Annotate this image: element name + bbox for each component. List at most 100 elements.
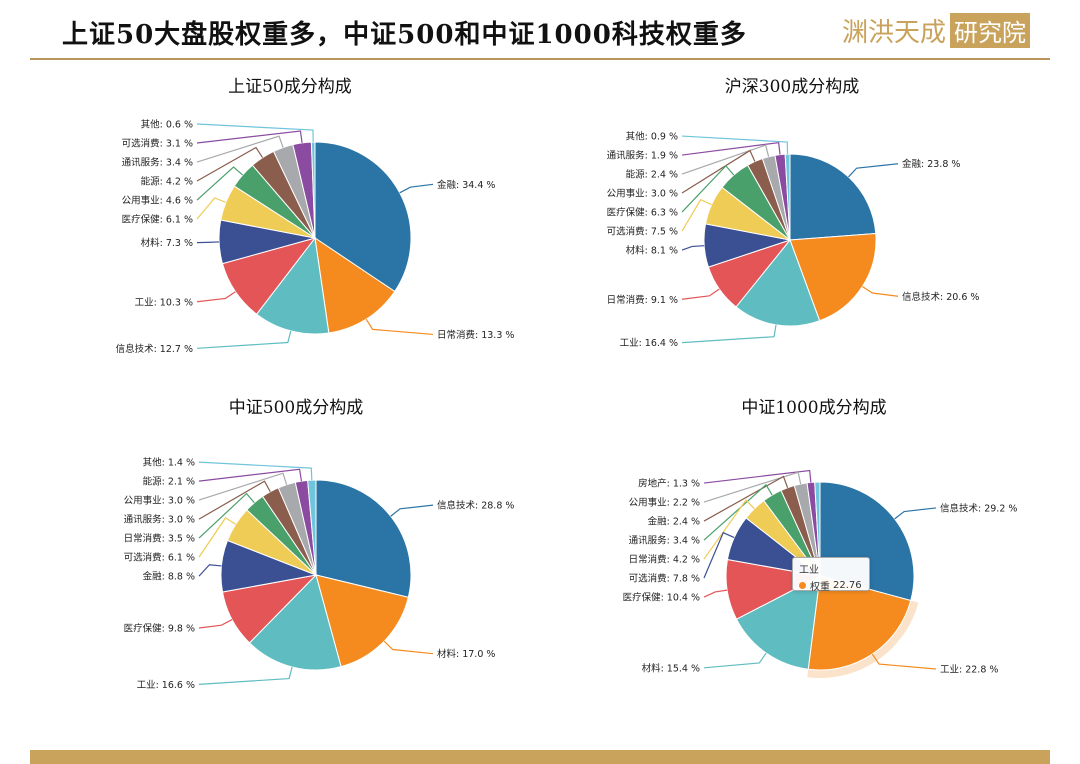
header-divider	[30, 58, 1050, 60]
pie-zz500: 信息技术: 28.8 % 材料: 17.0 % 其他: 1.4 % 能源: 2.1 %…	[124, 457, 515, 691]
pie-zz500-label-10: 其他: 1.4 %	[143, 457, 195, 469]
pie-zz500-leader-1	[383, 640, 434, 655]
pie-hs300-label-9: 通讯服务: 1.9 %	[607, 150, 678, 162]
pie-sz50-leader-10	[196, 123, 314, 143]
pie-hs300-label-2: 工业: 16.4 %	[620, 338, 678, 349]
pie-sz50-label-2: 信息技术: 12.7 %	[116, 343, 193, 355]
pie-hs300-leader-3	[681, 288, 720, 300]
brand-text: 渊洪天成	[841, 18, 946, 48]
pie-sz50-leader-6	[196, 166, 243, 201]
pie-hs300-slice-1[interactable]	[789, 232, 877, 322]
pie-hs300-label-4: 材料: 8.1 %	[626, 245, 678, 257]
pie-sz50-slice-2[interactable]	[255, 236, 330, 335]
pie-sz50-label-3: 工业: 10.3 %	[135, 297, 193, 308]
pie-sz50-leader-7	[196, 146, 264, 182]
pie-zz1000-label-0: 信息技术: 29.2 %	[940, 502, 1017, 514]
pie-hs300-leader-0	[848, 163, 899, 178]
pie-zz1000-leader-7	[703, 475, 789, 522]
pie-zz500-leader-6	[198, 492, 255, 539]
pie-zz1000-leader-2	[703, 652, 767, 669]
pie-zz500-label-7: 通讯服务: 3.0 %	[124, 514, 195, 526]
footer-bar	[30, 750, 1050, 764]
pie-zz500-label-8: 公用事业: 3.0 %	[124, 495, 195, 507]
pie-hs300-leader-10	[681, 135, 789, 155]
pie-zz1000-leader-1	[871, 653, 937, 670]
pie-sz50-label-8: 通讯服务: 3.4 %	[122, 157, 193, 169]
pie-hs300-label-7: 公用事业: 3.0 %	[607, 188, 678, 200]
pie-zz500-slice-1[interactable]	[315, 574, 409, 668]
pie-hs300-leader-8	[681, 144, 770, 175]
pie-zz1000-label-8: 公用事业: 2.2 %	[629, 497, 700, 509]
pie-zz500-leader-9	[198, 468, 303, 482]
pie-zz500-leader-5	[198, 517, 237, 558]
pie-hs300-leader-9	[681, 141, 781, 156]
pie-zz1000-label-9: 房地产: 1.3 %	[638, 478, 700, 490]
pie-hs300-label-10: 其他: 0.9 %	[626, 131, 678, 143]
pie-zz1000-label-3: 医疗保健: 10.4 %	[623, 592, 700, 604]
tooltip-series-label: 权重	[810, 582, 830, 593]
pie-sz50-slice-1[interactable]	[314, 236, 396, 334]
pie-zz1000-label-6: 通讯服务: 3.4 %	[629, 535, 700, 547]
pie-sz50-leader-0	[399, 183, 434, 194]
pie-hs300-slice-2[interactable]	[735, 238, 821, 327]
chart-title-zz500: 中证500成分构成	[228, 398, 364, 418]
pie-sz50-leader-8	[196, 135, 284, 163]
pie-hs300-label-6: 医疗保健: 6.3 %	[607, 207, 678, 219]
pie-sz50-leader-9	[196, 130, 303, 144]
chart-tooltip: 工业 权重 22.76	[792, 557, 870, 593]
pie-sz50-label-6: 公用事业: 4.6 %	[122, 195, 193, 207]
pie-sz50-leader-5	[196, 197, 227, 220]
pie-zz500-slice-2[interactable]	[248, 574, 342, 671]
pie-zz500-label-1: 材料: 17.0 %	[437, 648, 495, 660]
pie-hs300-leader-2	[681, 324, 777, 344]
pie-zz500-label-4: 金融: 8.8 %	[143, 571, 195, 583]
pie-zz500-leader-4	[198, 564, 222, 577]
pie-zz500-label-5: 可选消费: 6.1 %	[124, 552, 195, 564]
pie-zz500-slice-0[interactable]	[315, 479, 412, 598]
chart-title-hs300: 沪深300成分构成	[724, 77, 860, 97]
page-title: 上证50大盘股权重多，中证500和中证1000科技权重多	[62, 20, 747, 50]
pie-zz500-label-0: 信息技术: 28.8 %	[437, 500, 514, 512]
pie-zz1000-label-7: 金融: 2.4 %	[648, 516, 700, 528]
brand-box: 研究院	[950, 13, 1030, 48]
pie-zz1000-label-1: 工业: 22.8 %	[940, 665, 998, 676]
pie-sz50-leader-1	[365, 318, 434, 336]
pie-hs300-leader-7	[681, 149, 756, 194]
pie-zz500-label-2: 工业: 16.6 %	[137, 680, 195, 691]
pie-zz500-label-6: 日常消费: 3.5 %	[124, 533, 195, 545]
pie-zz1000-slice-10[interactable]	[814, 481, 821, 577]
tooltip-value: 22.76	[833, 580, 862, 591]
pie-hs300-leader-4	[681, 245, 705, 251]
pie-zz500-leader-2	[198, 666, 293, 685]
pie-sz50-label-9: 可选消费: 3.1 %	[122, 138, 193, 150]
pie-zz1000-leader-8	[703, 471, 802, 503]
pie-zz500-label-9: 能源: 2.1 %	[143, 476, 195, 488]
pie-hs300-leader-5	[681, 198, 712, 232]
pie-zz500-leader-7	[198, 480, 271, 520]
pie-hs300-leader-6	[681, 164, 735, 213]
pie-sz50-label-7: 能源: 4.2 %	[141, 176, 193, 188]
pie-sz50-label-5: 医疗保健: 6.1 %	[122, 214, 193, 226]
tooltip-category: 工业	[799, 565, 819, 576]
pie-zz500-leader-3	[198, 619, 233, 629]
pie-hs300-label-5: 可选消费: 7.5 %	[607, 226, 678, 238]
pie-zz500-leader-10	[198, 461, 313, 481]
pie-zz1000-slice-1[interactable]	[807, 575, 912, 671]
pie-zz1000-label-4: 可选消费: 7.8 %	[629, 573, 700, 585]
pie-sz50-leader-2	[196, 330, 292, 349]
pie-hs300-slice-0[interactable]	[789, 153, 877, 241]
pie-hs300-leader-1	[861, 286, 899, 297]
brand-logo: 渊洪天成 研究院	[842, 12, 1030, 49]
pie-sz50-slice-0[interactable]	[314, 141, 412, 293]
pie-hs300-label-1: 信息技术: 20.6 %	[902, 291, 979, 303]
pie-sz50-label-4: 材料: 7.3 %	[141, 237, 193, 249]
pie-hs300-label-8: 能源: 2.4 %	[626, 169, 678, 181]
pie-zz500-label-3: 医疗保健: 9.8 %	[124, 622, 195, 634]
pie-sz50-label-1: 日常消费: 13.3 %	[437, 329, 514, 341]
pie-zz500-leader-0	[390, 504, 434, 517]
chart-title-sz50: 上证50成分构成	[228, 77, 352, 97]
pie-zz1000-leader-4	[703, 531, 735, 579]
pie-zz500-slice-10[interactable]	[307, 479, 317, 576]
pie-sz50-leader-4	[196, 241, 220, 244]
